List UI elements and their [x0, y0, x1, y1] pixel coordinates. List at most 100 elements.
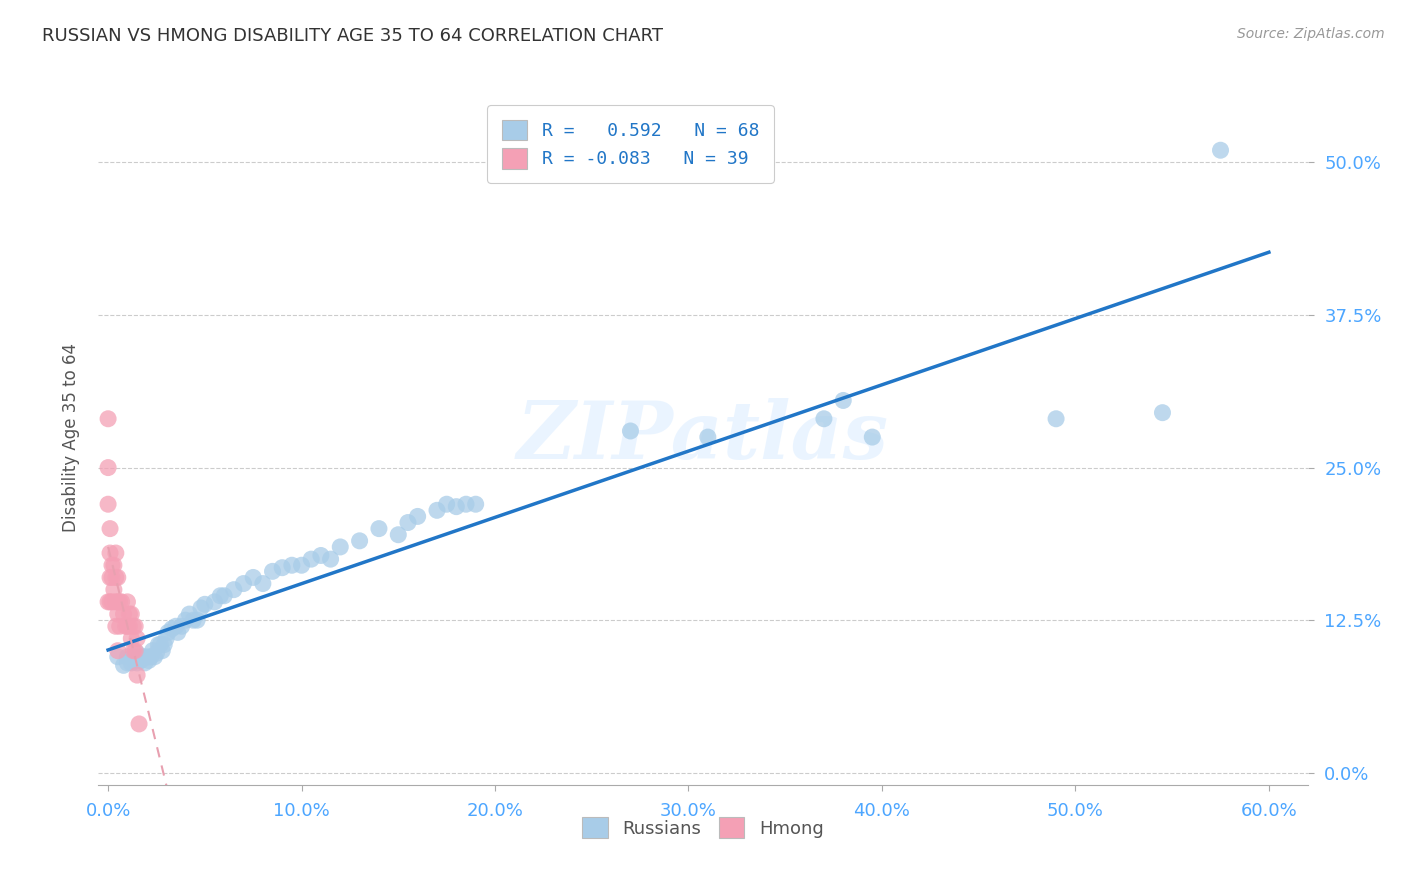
Point — [329, 540, 352, 554]
Point — [127, 646, 149, 660]
Point — [860, 430, 883, 444]
Point — [436, 497, 458, 511]
Point — [1045, 411, 1067, 425]
Point — [143, 649, 166, 664]
Point — [222, 582, 245, 597]
Point — [454, 497, 477, 511]
Point — [209, 589, 232, 603]
Point — [271, 560, 294, 574]
Point — [104, 619, 127, 633]
Point — [97, 497, 120, 511]
Point — [170, 619, 193, 633]
Point — [120, 656, 142, 670]
Text: Source: ZipAtlas.com: Source: ZipAtlas.com — [1237, 27, 1385, 41]
Point — [157, 625, 180, 640]
Point — [107, 649, 129, 664]
Point — [142, 643, 165, 657]
Point — [117, 619, 139, 633]
Point — [319, 552, 342, 566]
Point — [97, 595, 120, 609]
Point — [145, 646, 167, 660]
Point — [155, 632, 177, 646]
Point — [204, 595, 226, 609]
Point — [153, 638, 176, 652]
Point — [150, 643, 173, 657]
Point — [117, 656, 139, 670]
Point — [139, 649, 162, 664]
Point — [832, 393, 855, 408]
Point — [120, 632, 142, 646]
Point — [120, 607, 142, 621]
Point — [132, 649, 155, 664]
Point — [813, 411, 835, 425]
Point — [117, 595, 139, 609]
Point — [135, 649, 157, 664]
Point — [696, 430, 718, 444]
Point — [149, 638, 172, 652]
Point — [1209, 143, 1232, 157]
Point — [103, 582, 125, 597]
Point — [127, 632, 149, 646]
Point — [122, 643, 145, 657]
Point — [179, 607, 201, 621]
Point — [368, 522, 391, 536]
Point — [117, 649, 139, 664]
Point — [290, 558, 312, 573]
Point — [1152, 406, 1174, 420]
Point — [349, 533, 371, 548]
Point — [134, 656, 156, 670]
Point — [127, 656, 149, 670]
Point — [426, 503, 449, 517]
Point — [101, 558, 124, 573]
Point — [127, 668, 149, 682]
Point — [464, 497, 486, 511]
Point — [118, 619, 141, 633]
Point — [396, 516, 419, 530]
Point — [122, 619, 145, 633]
Point — [107, 643, 129, 657]
Point — [97, 460, 120, 475]
Point — [108, 619, 131, 633]
Point — [112, 607, 135, 621]
Point — [262, 565, 284, 579]
Point — [181, 613, 204, 627]
Point — [166, 625, 188, 640]
Point — [124, 619, 146, 633]
Y-axis label: Disability Age 35 to 64: Disability Age 35 to 64 — [62, 343, 80, 532]
Point — [98, 522, 121, 536]
Point — [212, 589, 235, 603]
Point — [111, 595, 134, 609]
Point — [107, 570, 129, 584]
Point — [108, 595, 131, 609]
Point — [309, 549, 332, 563]
Point — [103, 558, 125, 573]
Point — [190, 601, 212, 615]
Text: ZIPatlas: ZIPatlas — [517, 399, 889, 475]
Point — [281, 558, 304, 573]
Point — [232, 576, 254, 591]
Point — [112, 658, 135, 673]
Point — [252, 576, 274, 591]
Point — [98, 546, 121, 560]
Point — [242, 570, 264, 584]
Point — [122, 649, 145, 664]
Point — [128, 717, 150, 731]
Point — [619, 424, 641, 438]
Point — [124, 643, 146, 657]
Point — [118, 607, 141, 621]
Point — [194, 597, 217, 611]
Legend: Russians, Hmong: Russians, Hmong — [575, 810, 831, 846]
Point — [186, 613, 208, 627]
Point — [299, 552, 322, 566]
Point — [128, 649, 150, 664]
Point — [97, 411, 120, 425]
Point — [446, 500, 468, 514]
Point — [387, 527, 409, 541]
Point — [174, 613, 197, 627]
Point — [406, 509, 429, 524]
Point — [104, 546, 127, 560]
Point — [104, 570, 127, 584]
Point — [124, 653, 146, 667]
Point — [104, 595, 127, 609]
Point — [107, 607, 129, 621]
